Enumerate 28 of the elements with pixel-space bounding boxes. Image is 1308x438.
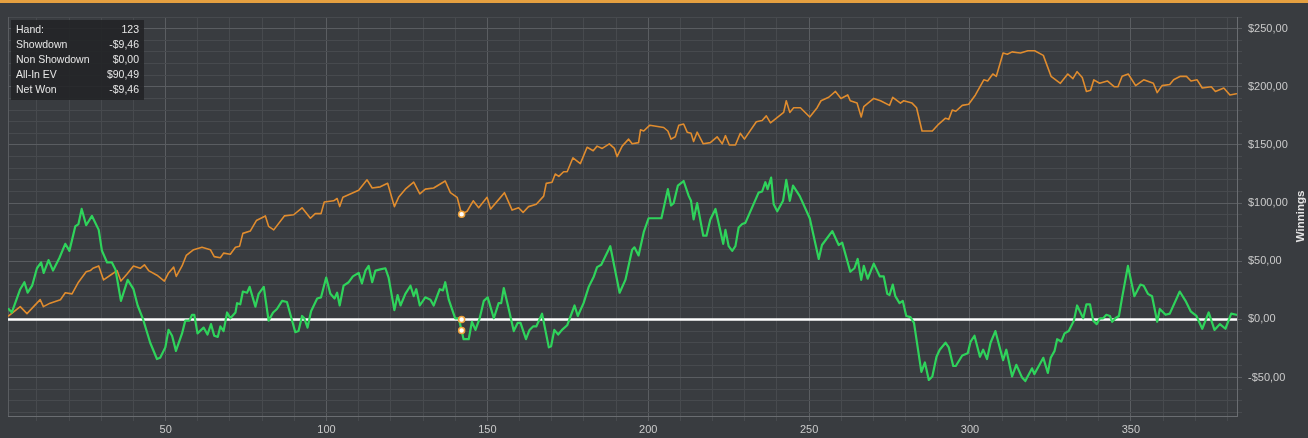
y-tick-label: $100,00 [1248,196,1288,209]
annotation: $90,49 [106,67,139,82]
x-tick-label: 250 [799,422,819,435]
point [457,326,466,335]
annotation: Net Won [16,82,57,97]
y-axis-title: Winnings [1293,190,1306,243]
y-tick-label: $250,00 [1248,21,1288,34]
x-tick-label: 100 [317,422,336,435]
x-tick-label: 300 [960,422,980,435]
annotation: Showdown [16,37,68,52]
x-tick-label: 200 [639,422,658,435]
annotation: Hand: [16,22,45,37]
annotation: -$9,46 [109,82,139,97]
y-tick-label: -$50,00 [1248,370,1286,383]
y-tick-label: $50,00 [1248,254,1282,267]
annotation: 123 [121,22,139,37]
y-tick-label: $150,00 [1248,137,1288,150]
x-tick-label: 150 [478,422,497,435]
point [457,315,466,324]
y-tick-label: $0,00 [1248,312,1276,325]
y-tick-label: $200,00 [1248,79,1288,92]
annotation: $0,00 [112,52,139,67]
annotation: All-In EV [16,67,57,82]
x-tick-label: 350 [1121,422,1141,435]
annotation: Non Showdown [16,52,90,67]
x-tick-label: 50 [159,422,172,435]
annotation: -$9,46 [109,37,139,52]
point [457,210,466,218]
